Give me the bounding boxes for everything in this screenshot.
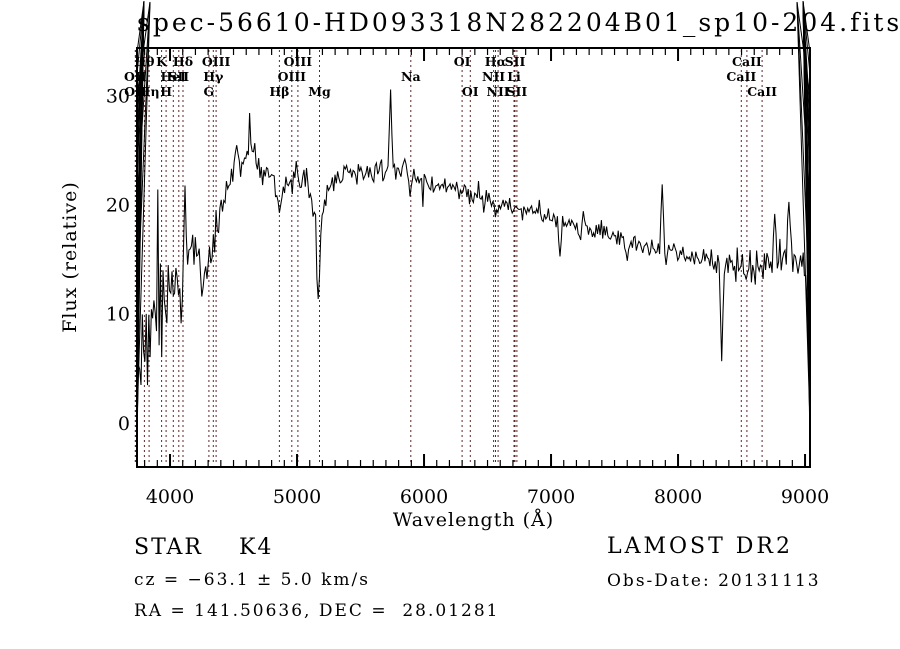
axis-tick xyxy=(796,1,811,97)
axis-tick xyxy=(796,1,811,206)
spectral-line-label: Hγ xyxy=(203,69,224,84)
spectral-line-label: HeI xyxy=(160,69,186,84)
spectral-line-label: OIII xyxy=(284,54,313,69)
axis-tick xyxy=(136,1,151,206)
axis-tick xyxy=(796,1,811,315)
class-and-subclass-label: STAR K4 xyxy=(134,535,274,560)
spectral-line-label: Li xyxy=(507,69,521,84)
y-tick-label: 10 xyxy=(106,304,130,326)
plot-frame xyxy=(136,47,811,468)
spectral-line-label: CaII xyxy=(747,84,777,99)
obs-date-label: Obs-Date: 20131113 xyxy=(607,571,821,591)
cz-velocity-label: cz = −63.1 ± 5.0 km/s xyxy=(134,570,370,590)
axis-tick xyxy=(136,1,145,53)
axis-tick xyxy=(802,1,811,53)
x-tick-label: 6000 xyxy=(400,486,448,508)
x-tick-label: 7000 xyxy=(527,486,575,508)
survey-release-label: LAMOST DR2 xyxy=(607,534,793,559)
spectral-line-label: Hα xyxy=(485,54,507,69)
x-tick-label: 4000 xyxy=(146,486,194,508)
spectral-line-label: Hη xyxy=(139,84,160,99)
spectral-line-label: CaII xyxy=(726,69,756,84)
y-axis-label: Flux (relative) xyxy=(59,181,81,333)
spectral-line-label: OI xyxy=(462,84,479,99)
spectrum-trace xyxy=(136,89,811,386)
spectral-line-label: Mg xyxy=(308,84,331,99)
x-tick-label: 9000 xyxy=(781,486,829,508)
spectral-line-label: NII xyxy=(482,69,505,84)
spectral-line-label: Hδ xyxy=(173,54,193,69)
spectral-line-label: K xyxy=(156,54,168,69)
spectral-line-label: SII xyxy=(507,84,528,99)
spectral-line-label: OII xyxy=(124,69,147,84)
spectral-line-label: CaII xyxy=(732,54,762,69)
spectral-line-label: Na xyxy=(401,69,421,84)
ra-dec-label: RA = 141.50636, DEC = 28.01281 xyxy=(134,601,500,621)
y-tick-label: 20 xyxy=(106,195,130,217)
spectral-line-label: H xyxy=(160,84,172,99)
y-tick-label: 30 xyxy=(106,86,130,108)
spectral-line-label: OIII xyxy=(278,69,307,84)
spectral-line-label: Hθ xyxy=(134,54,154,69)
y-tick-label: 0 xyxy=(118,413,130,435)
axis-tick xyxy=(136,1,145,118)
axis-tick xyxy=(796,1,811,424)
axis-tick xyxy=(136,1,151,424)
spectral-line-label: SII xyxy=(168,69,189,84)
x-tick-label: 8000 xyxy=(654,486,702,508)
spectral-line-label: G xyxy=(204,84,215,99)
spectral-line-label: OII xyxy=(124,84,147,99)
x-axis-label: Wavelength (Å) xyxy=(392,509,555,531)
spectral-line-label: OIII xyxy=(202,54,231,69)
axis-tick xyxy=(136,1,151,97)
axis-tick xyxy=(136,1,151,315)
spectral-line-label: SII xyxy=(505,54,526,69)
spectral-line-label: Hβ xyxy=(269,84,289,99)
page-title: spec-56610-HD093318N282204B01_sp10-204.f… xyxy=(137,8,900,37)
axis-tick xyxy=(802,1,811,118)
x-tick-label: 5000 xyxy=(273,486,321,508)
spectral-line-label: OI xyxy=(454,54,471,69)
spectral-line-label: NII xyxy=(487,84,510,99)
